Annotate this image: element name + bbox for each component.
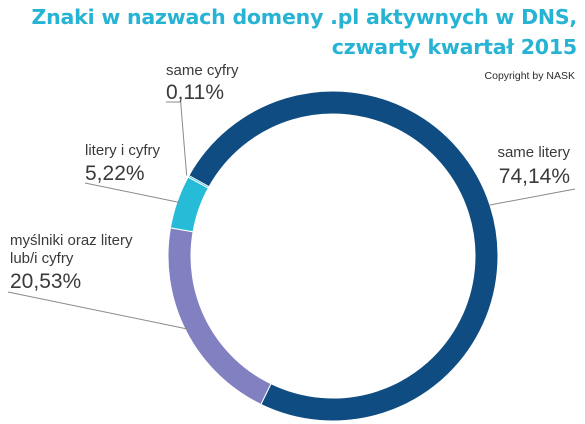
chart-title-line-1: Znaki w nazwach domeny .pl aktywnych w D… xyxy=(31,5,577,29)
leader-line-litery-i-cyfry xyxy=(84,182,180,203)
slice-myslniki xyxy=(167,227,272,406)
slice-label-myslniki-line-2: lub/i cyfry xyxy=(10,250,74,267)
slice-label-same-cyfry: same cyfry xyxy=(166,62,239,79)
slice-label-same-litery: same litery xyxy=(497,144,570,161)
leader-lines xyxy=(7,101,576,330)
slice-value-same-cyfry: 0,11% xyxy=(166,81,224,104)
copyright-note: Copyright by NASK xyxy=(484,70,575,82)
slice-value-same-litery: 74,14% xyxy=(499,165,570,188)
slice-labels: same litery 74,14% myślniki oraz litery … xyxy=(10,62,570,293)
slice-same-litery xyxy=(188,90,499,422)
slice-label-myslniki-line-1: myślniki oraz litery xyxy=(10,232,133,249)
donut-slices xyxy=(167,90,499,422)
slice-value-myslniki: 20,53% xyxy=(10,270,81,293)
slice-same-cyfry xyxy=(187,174,210,189)
slice-value-litery-i-cyfry: 5,22% xyxy=(85,162,145,185)
leader-line-myslniki xyxy=(7,291,190,330)
leader-line-same-cyfry xyxy=(166,101,188,176)
slice-label-litery-i-cyfry: litery i cyfry xyxy=(85,142,161,159)
leader-line-same-litery xyxy=(489,188,576,206)
chart-title-line-2: czwarty kwartał 2015 xyxy=(331,35,577,59)
chart-title: Znaki w nazwach domeny .pl aktywnych w D… xyxy=(31,2,577,62)
